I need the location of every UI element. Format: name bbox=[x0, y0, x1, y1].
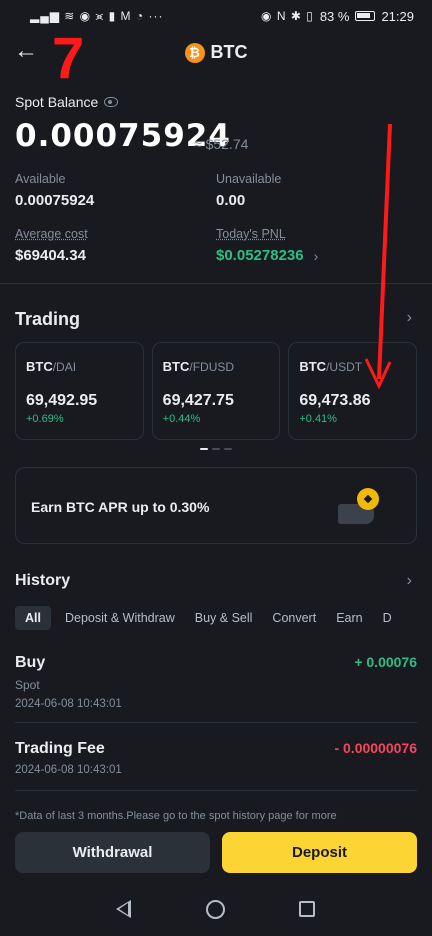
history-row-amount: + 0.00076 bbox=[354, 654, 417, 670]
trading-change: +0.41% bbox=[299, 413, 337, 425]
pair-quote: /FDUSD bbox=[189, 360, 235, 374]
trading-price: 69,427.75 bbox=[162, 392, 234, 409]
pnl-label[interactable]: Today's PNL bbox=[216, 227, 286, 241]
trading-change: +0.69% bbox=[26, 413, 64, 425]
trading-more-icon[interactable]: › bbox=[406, 309, 412, 326]
earn-banner[interactable]: Earn BTC APR up to 0.30% bbox=[15, 467, 417, 544]
unavailable-block: Unavailable 0.00 bbox=[216, 172, 281, 209]
unavailable-label: Unavailable bbox=[216, 172, 282, 186]
clock: 21:29 bbox=[381, 8, 414, 24]
trading-card-btc-fdusd[interactable]: BTC/FDUSD 69,427.75 +0.44% bbox=[151, 342, 281, 440]
history-row-buy[interactable]: Buy + 0.00076 Spot 2024-06-08 10:43:01 bbox=[15, 654, 417, 710]
history-row-date: 2024-06-08 10:43:01 bbox=[15, 764, 122, 776]
spot-balance-label: Spot Balance bbox=[15, 94, 119, 110]
pair-base: BTC bbox=[162, 359, 190, 374]
trading-card-btc-dai[interactable]: BTC/DAI 69,492.95 +0.69% bbox=[15, 342, 144, 440]
carousel-dot bbox=[224, 448, 232, 450]
header: ← 7 ₿ BTC bbox=[0, 30, 432, 88]
battery-percent: 83 % bbox=[319, 8, 350, 24]
unavailable-value: 0.00 bbox=[216, 192, 246, 209]
pair-base: BTC bbox=[26, 359, 53, 374]
status-icons-right: ◉ N ✱ ▯ bbox=[261, 9, 314, 23]
withdrawal-button[interactable]: Withdrawal bbox=[15, 832, 210, 873]
coin-icon bbox=[357, 488, 379, 510]
history-row-sub: Spot bbox=[15, 678, 40, 692]
trading-title: Trading bbox=[15, 309, 81, 329]
spot-balance-text: Spot Balance bbox=[15, 94, 99, 110]
tab-buy-sell[interactable]: Buy & Sell bbox=[194, 611, 253, 625]
tab-all[interactable]: All bbox=[15, 606, 51, 630]
nav-home-icon[interactable] bbox=[206, 900, 225, 919]
history-row-date: 2024-06-08 10:43:01 bbox=[15, 698, 122, 710]
available-value: 0.00075924 bbox=[15, 192, 95, 209]
nav-recents-icon[interactable] bbox=[299, 901, 315, 917]
history-row-trading-fee[interactable]: Trading Fee - 0.00000076 2024-06-08 10:4… bbox=[15, 740, 417, 776]
pnl-value-row[interactable]: $0.05278236 › bbox=[216, 247, 318, 264]
pnl-value: $0.05278236 bbox=[216, 247, 304, 264]
trading-pair: BTC/FDUSD bbox=[163, 359, 270, 374]
status-icons-left: ▂▄▆ ≋ ◉ ⪤ ▮ M ◔ ··· bbox=[30, 8, 164, 23]
trading-price: 69,473.86 bbox=[299, 392, 371, 409]
earn-text: Earn BTC APR up to 0.30% bbox=[31, 499, 210, 515]
tab-more[interactable]: D bbox=[382, 611, 392, 625]
average-cost-value: $69404.34 bbox=[15, 247, 86, 264]
trading-pair: BTC/USDT bbox=[299, 359, 406, 374]
system-nav-bar bbox=[0, 884, 432, 936]
back-arrow-icon[interactable]: ← bbox=[14, 37, 38, 64]
pnl-block[interactable]: Today's PNL $0.05278236 › bbox=[216, 227, 318, 264]
trading-card-btc-usdt[interactable]: BTC/USDT 69,473.86 +0.41% bbox=[288, 342, 418, 440]
tab-deposit-withdraw[interactable]: Deposit & Withdraw bbox=[64, 611, 175, 625]
bitcoin-icon: ₿ bbox=[184, 42, 205, 63]
deposit-button[interactable]: Deposit bbox=[222, 832, 417, 873]
nav-back-icon[interactable] bbox=[116, 900, 131, 918]
eye-icon[interactable] bbox=[104, 97, 119, 107]
page-title: ₿ BTC bbox=[0, 42, 432, 63]
carousel-dot bbox=[212, 448, 220, 450]
history-title: History bbox=[15, 572, 71, 589]
available-block: Available 0.00075924 bbox=[15, 172, 94, 209]
row-divider bbox=[15, 790, 417, 791]
history-more-icon[interactable]: › bbox=[406, 572, 412, 589]
carousel-indicator bbox=[200, 448, 232, 450]
battery-icon bbox=[355, 11, 376, 21]
carousel-dot bbox=[200, 448, 208, 450]
history-row-title: Trading Fee bbox=[15, 740, 105, 757]
balance-amount: 0.00075924 bbox=[15, 118, 231, 154]
available-label: Available bbox=[15, 172, 66, 186]
trading-price: 69,492.95 bbox=[26, 392, 98, 409]
history-footnote: *Data of last 3 months.Please go to the … bbox=[15, 810, 337, 822]
history-row-amount: - 0.00000076 bbox=[334, 740, 417, 756]
chevron-right-icon: › bbox=[313, 247, 319, 264]
page-title-text: BTC bbox=[210, 42, 248, 62]
trading-change: +0.44% bbox=[162, 413, 201, 425]
status-bar: ▂▄▆ ≋ ◉ ⪤ ▮ M ◔ ··· ◉ N ✱ ▯ 83 % 21:29 bbox=[0, 0, 432, 32]
pair-quote: /USDT bbox=[326, 360, 363, 374]
pair-quote: /DAI bbox=[52, 360, 77, 374]
tab-earn[interactable]: Earn bbox=[336, 611, 363, 625]
row-divider bbox=[15, 722, 417, 723]
tab-convert[interactable]: Convert bbox=[272, 611, 317, 625]
action-bar: Withdrawal Deposit bbox=[0, 822, 432, 884]
pair-base: BTC bbox=[299, 359, 327, 374]
balance-usd: ≈ $52.74 bbox=[194, 136, 249, 152]
trading-pair: BTC/DAI bbox=[26, 359, 133, 374]
divider bbox=[0, 283, 432, 284]
annotation-number: 7 bbox=[52, 26, 85, 91]
history-tabs: All Deposit & Withdraw Buy & Sell Conver… bbox=[15, 606, 432, 630]
average-cost-label[interactable]: Average cost bbox=[15, 227, 88, 241]
history-row-title: Buy bbox=[15, 654, 46, 671]
average-cost-block: Average cost $69404.34 bbox=[15, 227, 88, 264]
trading-cards: BTC/DAI 69,492.95 +0.69% BTC/FDUSD 69,42… bbox=[15, 342, 418, 440]
